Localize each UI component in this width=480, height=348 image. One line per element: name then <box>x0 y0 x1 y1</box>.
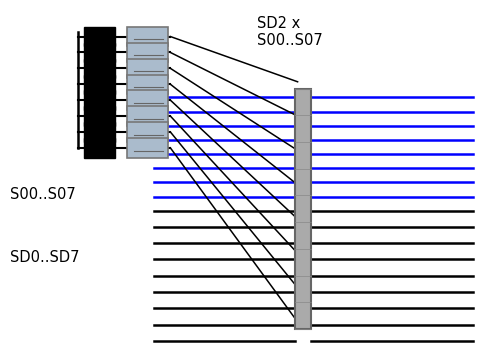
Bar <box>84 106 115 126</box>
Bar <box>84 58 115 78</box>
Text: SD0..SD7: SD0..SD7 <box>10 250 79 265</box>
Bar <box>127 90 168 110</box>
Bar <box>127 43 168 62</box>
Bar <box>84 90 115 110</box>
Bar <box>84 74 115 94</box>
Bar <box>295 89 311 329</box>
Bar <box>84 43 115 62</box>
Bar <box>127 74 168 94</box>
Bar <box>84 122 115 142</box>
Bar <box>127 106 168 126</box>
Bar <box>127 27 168 46</box>
Bar <box>127 58 168 78</box>
Text: S00..S07: S00..S07 <box>10 187 75 203</box>
Bar <box>127 138 168 158</box>
Bar <box>127 122 168 142</box>
Bar <box>84 27 115 46</box>
Bar <box>84 138 115 158</box>
Text: SD2 x
S00..S07: SD2 x S00..S07 <box>257 16 323 48</box>
